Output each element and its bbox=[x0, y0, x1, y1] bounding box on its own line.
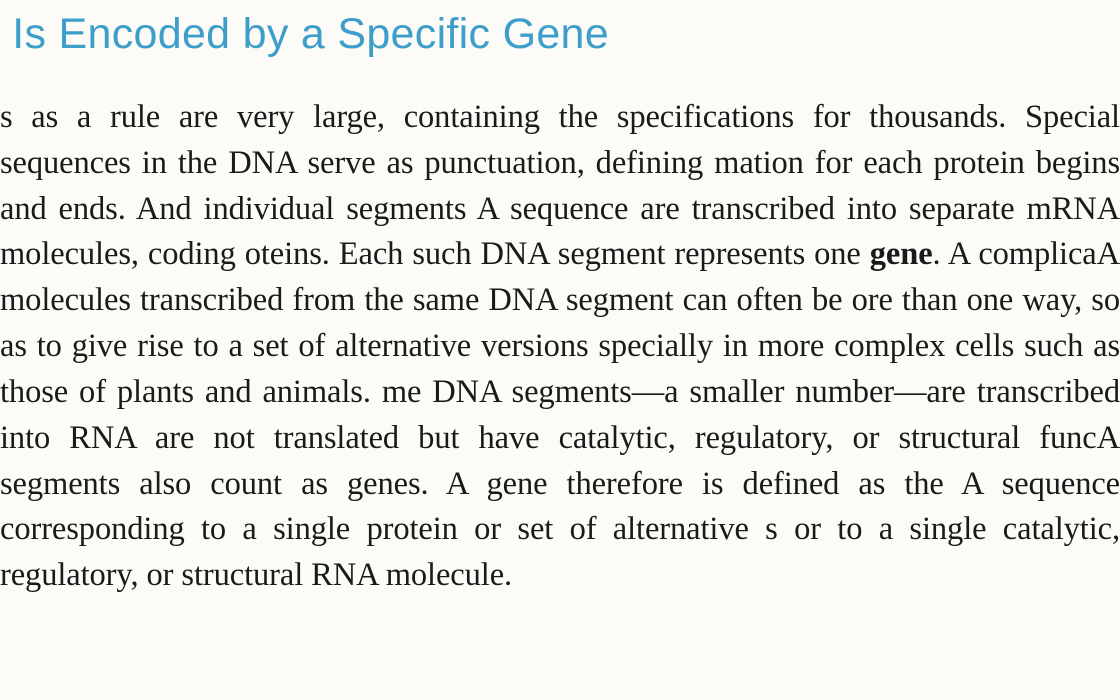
body-paragraph: s as a rule are very large, containing t… bbox=[0, 95, 1120, 599]
section-heading: Is Encoded by a Specific Gene bbox=[0, 10, 1120, 59]
body-text-run: . A complica­A molecules transcribed fro… bbox=[0, 236, 1120, 593]
bold-term: gene bbox=[870, 236, 933, 272]
